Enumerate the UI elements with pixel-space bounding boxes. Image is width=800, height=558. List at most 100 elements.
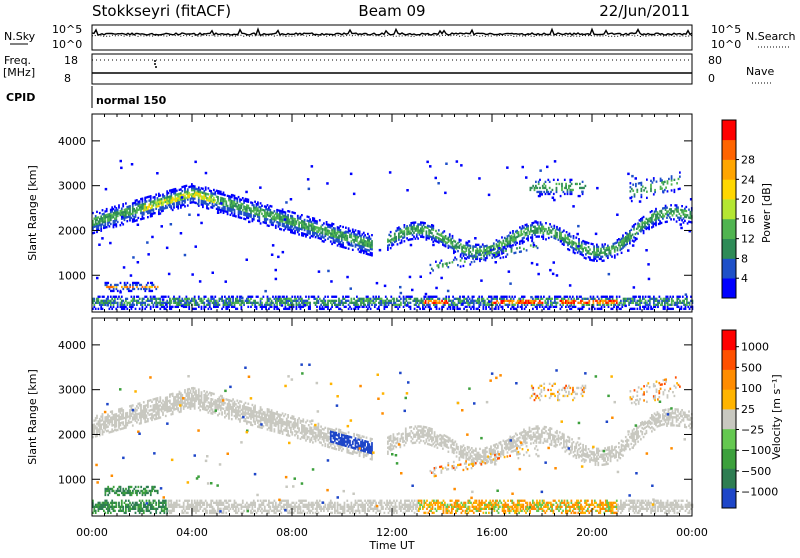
data-cell	[238, 302, 240, 304]
data-cell	[564, 298, 566, 300]
data-cell	[429, 306, 431, 308]
data-cell	[371, 304, 373, 306]
speckle-cell	[444, 192, 447, 195]
data-cell	[241, 207, 243, 209]
data-cell	[634, 298, 636, 300]
data-cell	[569, 233, 571, 235]
data-cell	[374, 302, 376, 304]
data-cell	[408, 227, 410, 229]
data-cell	[513, 298, 515, 300]
data-cell	[443, 230, 445, 232]
data-cell	[652, 215, 654, 217]
speckle-cell	[199, 280, 202, 283]
data-cell	[620, 308, 622, 310]
data-cell	[516, 247, 518, 249]
data-cell	[109, 308, 111, 310]
data-cell	[375, 300, 377, 302]
data-cell	[448, 298, 450, 300]
data-cell	[556, 234, 558, 236]
speckle-cell	[137, 261, 140, 264]
data-cell	[236, 202, 238, 204]
data-cell	[572, 189, 574, 191]
speckle-cell	[662, 190, 665, 193]
data-cell	[351, 298, 353, 300]
data-cell	[679, 296, 681, 298]
data-cell	[541, 223, 543, 225]
data-cell	[460, 239, 462, 241]
data-cell	[549, 181, 551, 183]
data-cell	[582, 193, 584, 195]
speckle-cell	[389, 171, 392, 174]
data-cell	[272, 302, 274, 304]
data-cell	[139, 298, 141, 300]
data-cell	[674, 191, 676, 193]
speckle-cell	[304, 304, 307, 307]
data-cell	[573, 235, 575, 237]
data-cell	[683, 300, 685, 302]
data-cell	[531, 187, 533, 189]
data-cell	[122, 203, 124, 205]
data-cell	[151, 282, 153, 284]
data-cell	[300, 308, 302, 310]
data-cell	[677, 209, 679, 211]
data-cell	[652, 225, 654, 227]
data-cell	[254, 304, 256, 306]
data-cell	[170, 308, 172, 310]
data-cell	[351, 234, 353, 236]
data-cell	[404, 224, 406, 226]
data-cell	[136, 304, 138, 306]
data-cell	[507, 237, 509, 239]
data-cell	[496, 300, 498, 302]
data-cell	[351, 236, 353, 238]
nave-label: Nave	[746, 65, 774, 78]
data-cell	[253, 204, 255, 206]
data-cell	[417, 225, 419, 227]
data-cell	[556, 236, 558, 238]
data-cell	[268, 300, 270, 302]
data-cell	[122, 421, 124, 423]
data-cell	[323, 308, 325, 310]
data-cell	[161, 198, 163, 200]
data-cell	[621, 306, 623, 308]
data-cell	[252, 296, 254, 298]
data-cell	[184, 199, 186, 201]
data-cell	[588, 246, 590, 248]
speckle-cell	[474, 237, 477, 240]
data-cell	[517, 304, 519, 306]
data-cell	[275, 227, 277, 229]
data-cell	[194, 197, 196, 199]
data-cell	[456, 306, 458, 308]
data-cell	[614, 250, 616, 252]
data-cell	[589, 248, 591, 250]
data-cell	[651, 218, 653, 220]
data-cell	[202, 188, 204, 190]
data-cell	[624, 302, 626, 304]
data-cell	[98, 298, 100, 300]
data-cell	[438, 264, 440, 266]
speckle-cell	[259, 186, 262, 189]
nave-tick-bottom: 0	[708, 72, 715, 85]
data-cell	[173, 206, 175, 208]
data-cell	[564, 234, 566, 236]
data-cell	[98, 300, 100, 302]
data-cell	[577, 298, 579, 300]
data-cell	[637, 302, 639, 304]
speckle-cell	[624, 305, 627, 308]
data-cell	[620, 300, 622, 302]
speckle-cell	[435, 287, 438, 290]
data-cell	[685, 308, 687, 310]
data-cell	[566, 296, 568, 298]
data-cell	[285, 306, 287, 308]
data-cell	[172, 209, 174, 211]
nsearch-tick-top: 10^5	[711, 23, 741, 36]
data-cell	[520, 250, 522, 252]
data-cell	[115, 296, 117, 298]
data-cell	[363, 238, 365, 240]
data-cell	[413, 232, 415, 234]
data-cell	[555, 306, 557, 308]
data-cell	[257, 296, 259, 298]
speckle-cell	[533, 244, 536, 247]
speckle-cell	[556, 274, 559, 277]
speckle-cell	[447, 290, 450, 293]
data-cell	[148, 304, 150, 306]
